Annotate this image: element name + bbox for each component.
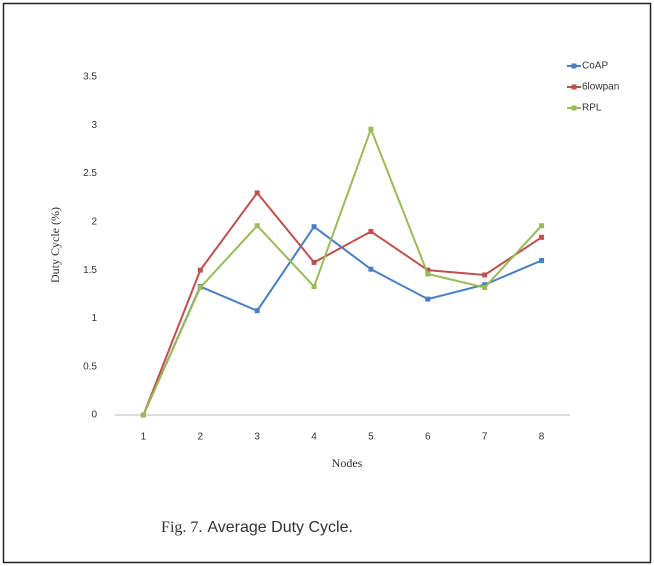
point bbox=[425, 267, 431, 273]
x-tick-label: 8 bbox=[539, 432, 545, 443]
y-tick-label: 2.5 bbox=[83, 168, 97, 179]
legend-marker bbox=[571, 84, 577, 90]
point bbox=[539, 234, 545, 240]
caption: Fig. 7. Average Duty Cycle. bbox=[161, 519, 353, 537]
series-line bbox=[142, 225, 542, 416]
point bbox=[482, 282, 488, 288]
y-axis-label: Duty Cycle (%) bbox=[48, 207, 62, 283]
y-tick-label: 2 bbox=[91, 216, 97, 227]
point bbox=[254, 190, 260, 196]
x-tick-label: 3 bbox=[254, 432, 260, 443]
point bbox=[254, 223, 260, 229]
x-tick-label: 5 bbox=[368, 432, 374, 443]
legend-label: CoAP bbox=[582, 61, 608, 72]
y-tick-label: 0.5 bbox=[83, 361, 97, 372]
y-tick-label: 1.5 bbox=[83, 265, 97, 276]
x-axis-label: Nodes bbox=[332, 456, 363, 470]
point bbox=[482, 285, 488, 291]
point bbox=[254, 308, 260, 314]
x-tick-label: 2 bbox=[198, 432, 204, 443]
x-tick-label: 4 bbox=[311, 432, 317, 443]
point bbox=[425, 271, 431, 277]
y-tick-label: 1 bbox=[91, 313, 97, 324]
point bbox=[311, 224, 317, 230]
point bbox=[539, 223, 545, 229]
point bbox=[197, 285, 203, 291]
point bbox=[539, 257, 545, 263]
point bbox=[482, 272, 488, 278]
x-tick-label: 7 bbox=[482, 432, 488, 443]
y-tick-label: 3.5 bbox=[83, 72, 97, 83]
x-tick-label: 1 bbox=[141, 432, 147, 443]
caption-text: Average Duty Cycle. bbox=[207, 519, 353, 536]
y-tick-label: 0 bbox=[91, 410, 97, 421]
point bbox=[368, 126, 374, 132]
point bbox=[311, 259, 317, 265]
y-tick-label: 3 bbox=[91, 120, 97, 131]
point bbox=[197, 267, 203, 273]
x-tick-label: 6 bbox=[425, 432, 431, 443]
point bbox=[425, 296, 431, 302]
caption-label: Fig. 7. bbox=[161, 519, 202, 536]
series-line bbox=[142, 126, 543, 416]
point bbox=[140, 412, 146, 418]
legend-label: 6lowpan bbox=[582, 82, 619, 93]
legend-marker bbox=[571, 105, 577, 111]
point bbox=[368, 266, 374, 272]
legend-marker bbox=[571, 63, 577, 69]
point bbox=[311, 284, 317, 290]
legend-label: RPL bbox=[582, 103, 602, 114]
point bbox=[368, 229, 374, 235]
series-line bbox=[142, 191, 543, 416]
